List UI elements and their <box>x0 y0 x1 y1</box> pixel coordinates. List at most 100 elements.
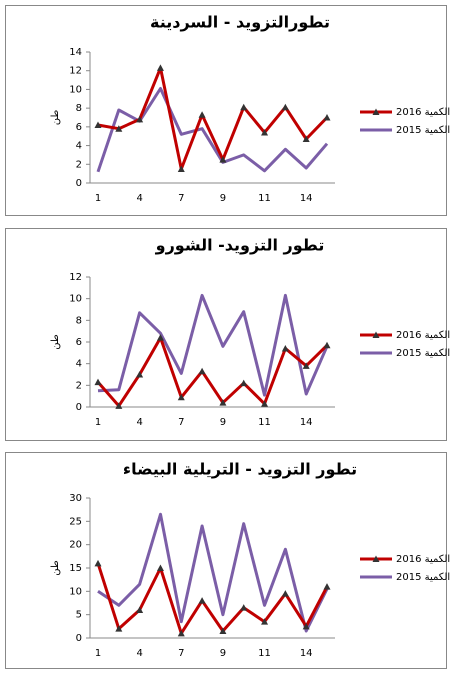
point-marker <box>219 627 227 634</box>
point-marker <box>261 128 269 136</box>
y-tick-label: 0 <box>76 178 82 189</box>
y-tick-label: 10 <box>69 294 82 305</box>
x-tick-label: 9 <box>220 417 226 428</box>
point-marker <box>240 604 248 611</box>
y-tick-label: 8 <box>76 315 82 326</box>
x-tick-label: 4 <box>136 648 142 659</box>
point-marker <box>302 135 310 143</box>
legend-label: 2015 الكمية <box>396 125 450 136</box>
point-marker <box>94 378 102 386</box>
x-tick-label: 14 <box>300 417 313 428</box>
point-marker <box>281 345 289 352</box>
series-line <box>97 512 329 633</box>
legend-marker <box>372 108 380 115</box>
point-marker <box>115 125 123 132</box>
point-marker <box>261 400 269 407</box>
point-marker <box>198 367 206 375</box>
y-tick-label: 20 <box>69 540 82 551</box>
y-tick-label: 30 <box>69 493 82 504</box>
point-marker <box>177 393 185 401</box>
point-marker <box>261 618 269 625</box>
point-marker <box>156 64 164 71</box>
y-tick-label: 12 <box>69 272 82 283</box>
point-marker <box>198 111 206 118</box>
point-marker <box>240 103 248 111</box>
y-tick-label: 8 <box>76 103 82 114</box>
y-tick-label: 12 <box>69 66 82 77</box>
series-line <box>96 336 329 408</box>
legend-label: 2016 الكمية <box>396 330 450 341</box>
x-tick-label: 7 <box>178 417 184 428</box>
x-tick-label: 4 <box>136 193 142 204</box>
x-tick-label: 7 <box>178 193 184 204</box>
y-tick-label: 4 <box>76 359 82 370</box>
y-tick-label: 0 <box>76 402 82 413</box>
chart: تطور التزويد - التريلية البيضاء 0 5 10 15 20 2… <box>5 452 450 669</box>
x-tick-label: 11 <box>258 193 271 204</box>
y-tick-label: 0 <box>76 633 82 644</box>
y-axis-label: طن <box>50 110 61 126</box>
point-marker <box>136 606 144 613</box>
point-marker <box>177 165 185 172</box>
y-tick-label: 2 <box>76 380 82 391</box>
series-line <box>97 293 329 397</box>
x-tick-label: 4 <box>136 417 142 428</box>
y-tick-label: 10 <box>69 586 82 597</box>
y-tick-label: 6 <box>76 337 82 348</box>
legend-label: 2015 الكمية <box>396 348 450 359</box>
legend-marker <box>372 331 380 338</box>
point-marker <box>94 121 102 128</box>
y-tick-label: 5 <box>76 610 82 621</box>
point-marker <box>323 583 331 590</box>
x-tick-label: 1 <box>95 417 101 428</box>
chart-title: تطور التزويد - التريلية البيضاء <box>123 460 357 479</box>
y-tick-label: 6 <box>76 122 82 133</box>
chart-title: تطور التزويد- الشورو <box>155 236 325 255</box>
x-tick-label: 7 <box>178 648 184 659</box>
x-tick-label: 9 <box>220 648 226 659</box>
point-marker <box>323 114 331 121</box>
series-line <box>96 562 329 635</box>
x-tick-label: 11 <box>258 648 271 659</box>
point-marker <box>156 564 164 571</box>
point-marker <box>177 629 185 637</box>
point-marker <box>198 597 206 604</box>
point-marker <box>219 156 227 163</box>
y-tick-label: 2 <box>76 159 82 170</box>
point-marker <box>281 590 289 597</box>
x-tick-label: 11 <box>258 417 271 428</box>
y-axis-label: طن <box>50 560 61 576</box>
point-marker <box>136 371 144 378</box>
point-marker <box>219 399 227 406</box>
legend-label: 2016 الكمية <box>396 554 450 565</box>
point-marker <box>302 362 310 369</box>
y-tick-label: 4 <box>76 141 82 152</box>
legend-label: 2016 الكمية <box>396 107 450 118</box>
legend-label: 2015 الكمية <box>396 572 450 583</box>
y-axis-label: طن <box>50 334 61 350</box>
point-marker <box>156 334 164 341</box>
y-tick-label: 25 <box>69 516 82 527</box>
point-marker <box>281 103 289 111</box>
point-marker <box>302 622 310 630</box>
point-marker <box>115 625 123 632</box>
point-marker <box>94 559 102 567</box>
y-tick-label: 14 <box>69 47 82 58</box>
y-tick-label: 15 <box>69 563 82 574</box>
x-tick-label: 14 <box>300 193 313 204</box>
legend-marker <box>372 555 380 562</box>
series-line <box>97 66 329 171</box>
point-marker <box>136 115 144 123</box>
point-marker <box>323 341 331 349</box>
x-tick-label: 9 <box>220 193 226 204</box>
x-tick-label: 1 <box>95 193 101 204</box>
x-tick-label: 1 <box>95 648 101 659</box>
point-marker <box>240 379 248 387</box>
x-tick-label: 14 <box>300 648 313 659</box>
point-marker <box>115 402 123 409</box>
y-tick-label: 10 <box>69 84 82 95</box>
chart-title: تطورالتزويد - السردينة <box>150 13 330 32</box>
